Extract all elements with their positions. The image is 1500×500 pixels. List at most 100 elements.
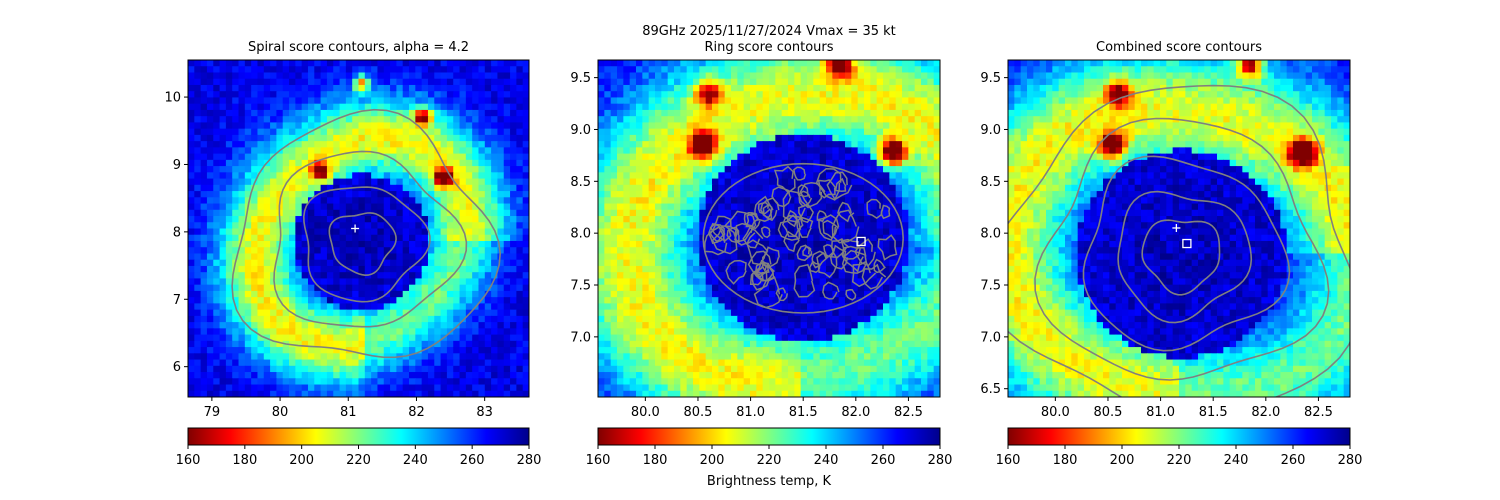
colorbar-tick-label: 260 [460, 453, 485, 468]
ring-contour-line [797, 184, 809, 198]
ring-contour-line [762, 204, 773, 219]
ring-contour-line [775, 287, 789, 302]
ring-contour-line [816, 210, 827, 223]
ring-contour-line [837, 201, 855, 223]
x-tick-label: 80.0 [1041, 405, 1070, 420]
ring-contour-line [866, 198, 884, 220]
ring-contour-line [757, 201, 771, 215]
panel-title: Ring score contours [704, 40, 833, 55]
x-tick-label: 81.5 [789, 405, 818, 420]
x-tick-label: 82.0 [841, 405, 870, 420]
contour-line [1117, 190, 1253, 324]
colorbar-tick-label: 280 [928, 453, 953, 468]
x-tick-label: 80.0 [631, 405, 660, 420]
colorbar-tick-label: 180 [643, 453, 668, 468]
ring-contour-line [854, 238, 876, 267]
ring-contour-line [818, 214, 840, 241]
ring-contour-line [751, 265, 770, 291]
y-tick-label: 9.0 [570, 123, 591, 138]
ring-contour-line [798, 203, 815, 224]
ring-contour-line [753, 259, 775, 282]
y-tick-label: 8.0 [570, 227, 591, 242]
y-tick-label: 9.5 [980, 71, 1001, 86]
ring-contour-line [823, 244, 836, 260]
ring-contour-line [793, 263, 816, 298]
x-tick-label: 83 [476, 405, 493, 420]
ring-contour-line [877, 234, 898, 261]
y-tick-label: 9.5 [570, 71, 591, 86]
square-marker [1182, 238, 1192, 249]
ring-contour-line [762, 246, 780, 269]
contour-line [1141, 219, 1221, 296]
ring-contour-line [711, 225, 739, 255]
y-tick-label: 7.0 [980, 330, 1001, 345]
ring-contour-line [880, 204, 891, 220]
y-tick-label: 8.5 [980, 175, 1001, 190]
x-tick-label: 80.5 [683, 405, 712, 420]
axes-frame [187, 59, 530, 398]
colorbar-tick-label: 220 [757, 453, 782, 468]
contour-line [1082, 155, 1291, 352]
colorbar-tick-label: 260 [871, 453, 896, 468]
y-tick-label: 8.5 [570, 175, 591, 190]
score-contours [1008, 84, 1350, 397]
panel-title: Spiral score contours, alpha = 4.2 [248, 40, 469, 55]
y-tick-label: 6 [173, 360, 181, 375]
ring-contour-line [753, 276, 783, 309]
colorbar-label: Brightness temp, K [707, 474, 832, 489]
ring-contours [702, 162, 904, 314]
colorbar-tick-label: 220 [346, 453, 371, 468]
ring-contour-line [815, 167, 842, 201]
colorbar-gradient [597, 427, 941, 446]
y-tick-label: 10 [164, 91, 181, 106]
y-tick-label: 9 [173, 158, 181, 173]
ring-contour-line [747, 250, 772, 278]
y-tick-label: 7 [173, 293, 181, 308]
ring-contour-line [782, 190, 810, 223]
square-marker [856, 236, 866, 247]
ring-contour-line [742, 226, 764, 249]
score-contours [231, 108, 502, 359]
contour-line [273, 150, 468, 328]
y-tick-label: 7.0 [570, 330, 591, 345]
colorbar-tick-label: 160 [176, 453, 201, 468]
colorbar-tick-label: 280 [1338, 453, 1363, 468]
heatmap-raster [1008, 60, 1350, 397]
contour-line [231, 108, 502, 359]
colorbar-gradient [1007, 427, 1351, 446]
panel-3: Combined score contours 80.0 80.5 81.0 81.5 8… [980, 40, 1362, 468]
panel-1: Spiral score contours, alpha = 4.279 80 81… [164, 40, 541, 468]
colorbar: 160 180 200 220 240 260 280 [176, 427, 542, 468]
ring-contour-line [777, 214, 802, 241]
ring-contour-line [743, 211, 759, 227]
ring-contour-line [834, 177, 847, 192]
panel-title: Combined score contours [1096, 40, 1262, 55]
ring-contour-line [759, 197, 780, 222]
colorbar-tick-label: 280 [517, 453, 542, 468]
x-tick-label: 81 [340, 405, 357, 420]
ring-contour-line [786, 209, 798, 228]
ring-contour-line [831, 209, 860, 244]
colorbar-tick-label: 260 [1281, 453, 1306, 468]
colorbar-tick-label: 160 [586, 453, 611, 468]
ring-contour-line [725, 259, 747, 285]
contour-line [302, 186, 431, 303]
center-marker [351, 224, 360, 233]
x-tick-label: 82 [408, 405, 425, 420]
x-tick-label: 82.5 [894, 405, 923, 420]
colorbar: 160 180 200 220 240 260 280 [586, 427, 953, 468]
colorbar-gradient [187, 427, 530, 446]
ring-contour-line [841, 249, 868, 274]
x-tick-label: 82.0 [1251, 405, 1280, 420]
ring-contour-line [783, 230, 800, 253]
ring-contour-line [761, 226, 771, 239]
colorbar: 160 180 200 220 240 260 280 [996, 427, 1363, 468]
heatmap-raster [188, 60, 529, 397]
x-tick-label: 79 [204, 405, 221, 420]
ring-contour-line [749, 270, 764, 286]
panel-2: Ring score contours 80.0 80.5 81.0 81.5 82.0 8… [570, 40, 952, 468]
colorbar-tick-label: 200 [1110, 453, 1135, 468]
contour-line [328, 212, 397, 277]
colorbar-tick-label: 200 [289, 453, 314, 468]
